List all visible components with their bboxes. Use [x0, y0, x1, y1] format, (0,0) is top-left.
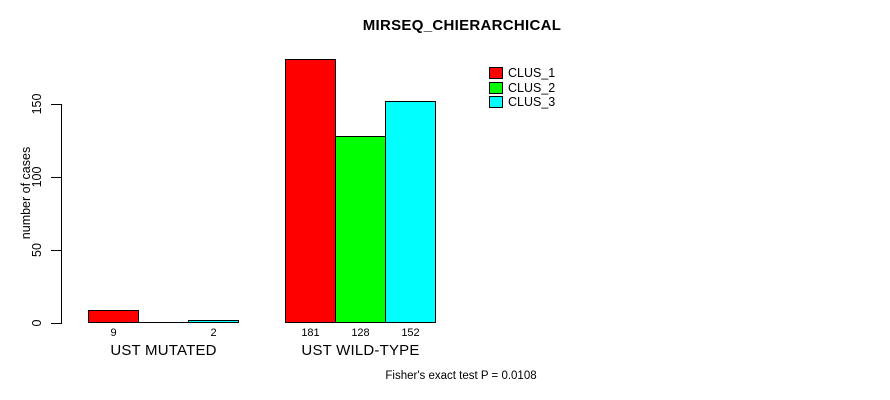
y-tick-50: [51, 250, 61, 251]
legend-label-clus-1: CLUS_1: [508, 66, 556, 80]
bar-value-clus-3-ust-mutated: 2: [210, 327, 217, 339]
y-tick-label-150: 150: [30, 93, 44, 115]
y-tick-150: [51, 104, 61, 105]
legend-swatch-clus-1: [489, 67, 503, 79]
y-tick-label-0: 0: [30, 319, 44, 327]
bar-clus-3-ust-wild-type: [385, 101, 436, 323]
group-label-ust-mutated: UST MUTATED: [110, 342, 217, 359]
y-tick-label-50: 50: [30, 243, 44, 257]
bar-clus-2-ust-wild-type: [335, 136, 386, 323]
y-tick-100: [51, 177, 61, 178]
bar-clus-2-ust-mutated: [138, 322, 189, 323]
annotation-text: Fisher's exact test P = 0.0108: [385, 370, 537, 382]
legend-row-clus-1: CLUS_1: [489, 66, 556, 80]
y-axis-label: number of cases: [19, 146, 33, 240]
y-tick-0: [51, 323, 61, 324]
legend-swatch-clus-2: [489, 81, 503, 94]
legend-label-clus-2: CLUS_2: [508, 80, 556, 95]
bar-clus-3-ust-mutated: [188, 320, 239, 323]
chart-title: MIRSEQ_CHIERARCHICAL: [362, 17, 562, 34]
y-tick-label-100: 100: [30, 166, 44, 188]
bar-clus-1-ust-mutated: [88, 310, 139, 323]
legend-swatch-clus-3: [489, 96, 503, 108]
legend-label-clus-3: CLUS_3: [508, 95, 556, 109]
legend-row-clus-2: CLUS_2: [489, 80, 556, 95]
group-label-ust-wild-type: UST WILD-TYPE: [301, 342, 420, 359]
bar-value-clus-1-ust-wild-type: 181: [301, 327, 320, 339]
bar-value-clus-3-ust-wild-type: 152: [401, 327, 420, 339]
y-axis-line: [61, 104, 62, 324]
bar-value-clus-2-ust-wild-type: 128: [351, 327, 370, 339]
bar-value-clus-1-ust-mutated: 9: [110, 327, 117, 339]
legend: CLUS_1 CLUS_2 CLUS_3: [489, 66, 556, 111]
bar-clus-1-ust-wild-type: [285, 59, 336, 323]
legend-row-clus-3: CLUS_3: [489, 95, 556, 109]
